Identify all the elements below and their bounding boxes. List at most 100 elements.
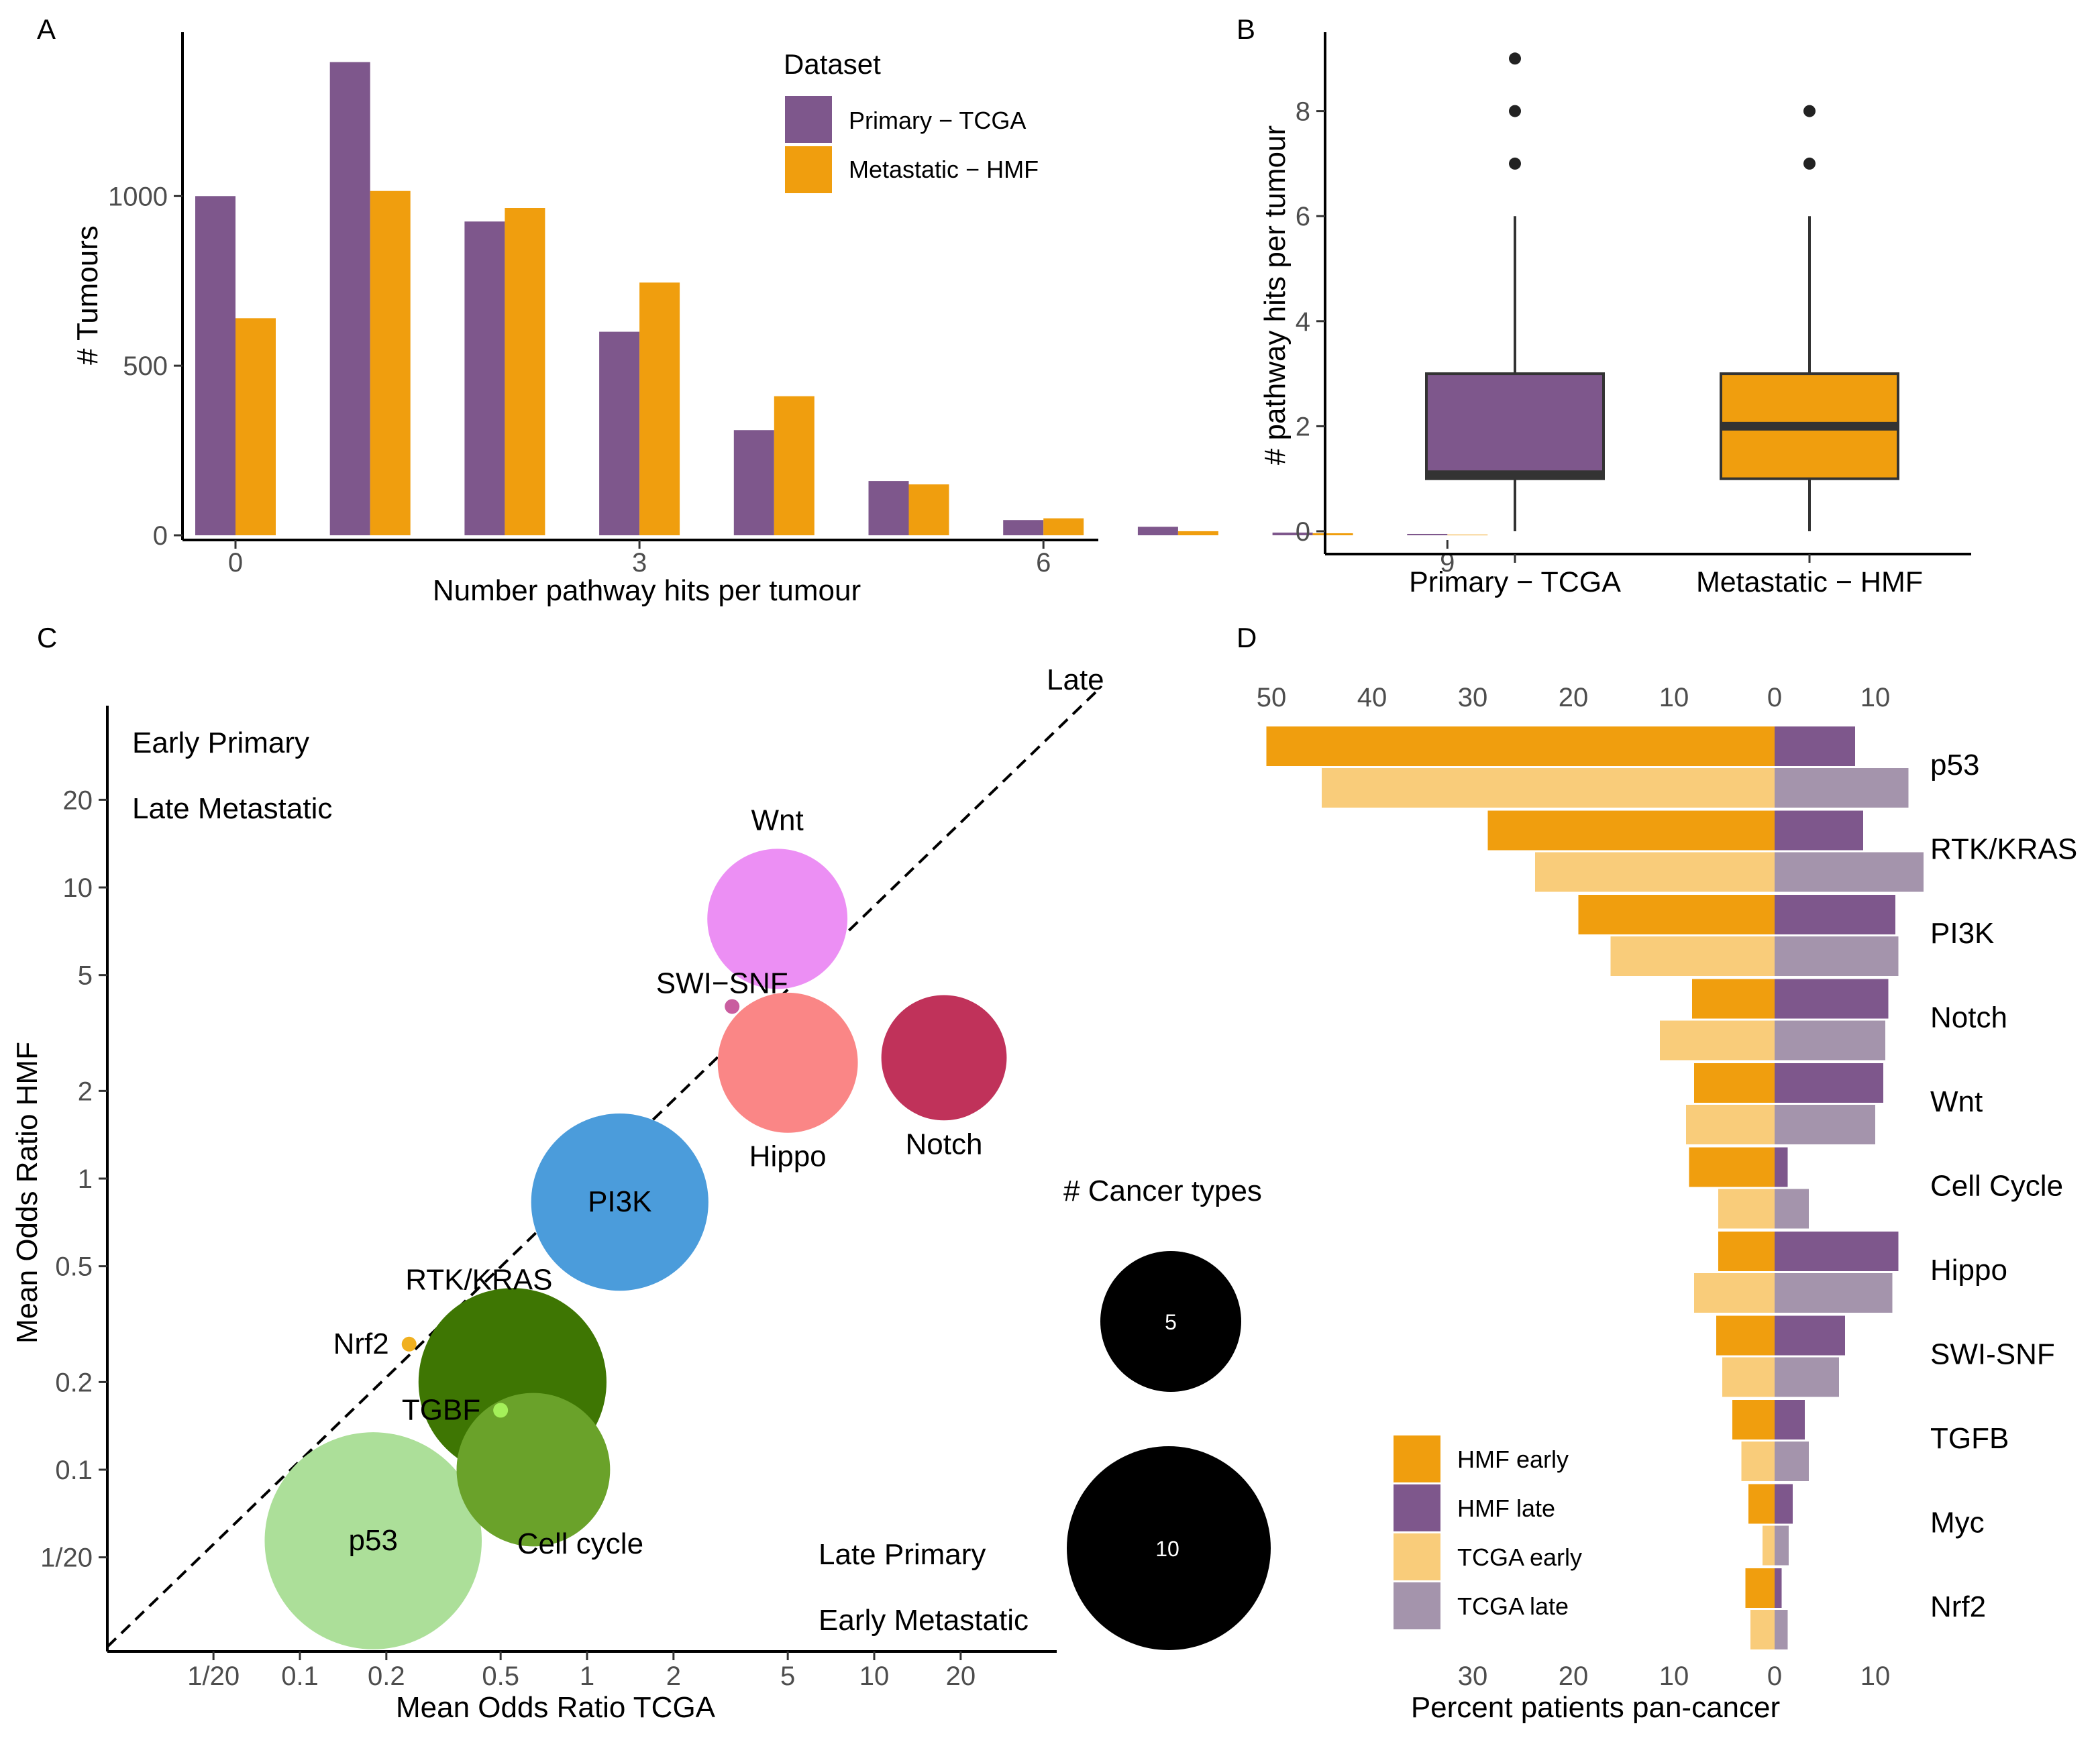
- d-bar-tcga-late-hippo: [1775, 1273, 1893, 1313]
- d-bar-tcga-early-pi3k: [1610, 936, 1775, 976]
- a-legend-swatch-metastatic: [785, 146, 832, 193]
- d-bar-hmf-early-swi-snf: [1716, 1315, 1775, 1356]
- c-corner-early-metastatic: Early Metastatic: [819, 1604, 1029, 1637]
- c-bubble-wnt: [707, 849, 848, 989]
- a-bar-metastatic-hmf-5: [908, 484, 949, 535]
- d-bar-hmf-late-tgfb: [1775, 1400, 1805, 1440]
- c-bubble-pi3k: [531, 1114, 708, 1291]
- c-bubble-p53: [264, 1432, 482, 1649]
- a-y-tick-label: 0: [153, 521, 168, 551]
- d-bar-tcga-early-wnt: [1686, 1105, 1775, 1144]
- d-bar-hmf-late-notch: [1775, 979, 1889, 1019]
- d-bar-tcga-early-myc: [1763, 1525, 1775, 1566]
- c-label-hippo: Hippo: [749, 1140, 827, 1173]
- c-label-nrf2: Nrf2: [333, 1327, 389, 1360]
- c-y-tick-label: 1: [78, 1164, 93, 1194]
- c-label-tgbf: TGBF: [402, 1393, 480, 1426]
- a-legend-title: Dataset: [784, 48, 881, 80]
- b-y-tick-label: 8: [1296, 97, 1310, 127]
- a-bar-metastatic-hmf-3: [639, 282, 680, 535]
- c-y-tick-label: 10: [63, 873, 93, 903]
- d-bottom-tick-label: 30: [1458, 1662, 1488, 1691]
- d-bar-hmf-late-myc: [1775, 1484, 1793, 1524]
- d-bar-tcga-late-pi3k: [1775, 936, 1899, 976]
- c-x-tick-label: 1: [580, 1662, 594, 1691]
- d-bar-hmf-early-p53: [1266, 726, 1775, 766]
- d-top-tick-label: 10: [1659, 683, 1689, 712]
- d-bar-tcga-late-cell-cycle: [1775, 1189, 1809, 1229]
- d-bar-hmf-early-wnt: [1694, 1063, 1775, 1103]
- a-legend-label-metastatic: Metastatic − HMF: [849, 156, 1039, 183]
- c-size-legend-label-5: 5: [1165, 1310, 1177, 1334]
- b-y-tick-label: 0: [1296, 517, 1310, 547]
- d-legend-label-tcga-late: TCGA late: [1457, 1592, 1569, 1620]
- d-bar-hmf-early-cell-cycle: [1689, 1147, 1775, 1187]
- b-box-primary-tcga: [1425, 372, 1605, 480]
- a-bar-metastatic-hmf-8: [1312, 533, 1353, 535]
- d-bar-tcga-late-p53: [1775, 768, 1909, 808]
- c-x-tick-label: 2: [666, 1662, 681, 1691]
- panel-letter-d: D: [1237, 622, 1257, 653]
- d-category-label: TGFB: [1930, 1422, 2009, 1455]
- d-bottom-tick-label: 10: [1659, 1662, 1689, 1691]
- d-bar-tcga-early-nrf2: [1750, 1610, 1775, 1649]
- panel-c-bubble-scatter: Late Early Primary Late Metastatic Late …: [11, 663, 1271, 1724]
- d-bar-hmf-late-wnt: [1775, 1063, 1883, 1103]
- d-legend-label-hmf-early: HMF early: [1457, 1446, 1569, 1473]
- b-x-tick-label: Primary − TCGA: [1409, 566, 1621, 598]
- c-corner-late-primary: Late Primary: [819, 1538, 986, 1571]
- c-bubble-tgbf: [493, 1403, 509, 1418]
- b-outlier-primary-tcga: [1509, 105, 1521, 117]
- d-legend-swatch-tcga-early: [1394, 1533, 1440, 1580]
- panel-letter-b: B: [1237, 13, 1255, 45]
- c-x-tick-label: 0.5: [482, 1662, 519, 1691]
- c-label-notch: Notch: [906, 1128, 983, 1160]
- a-bar-metastatic-hmf-2: [505, 207, 545, 535]
- c-x-tick-label: 10: [859, 1662, 890, 1691]
- a-bar-primary-tcga-0: [195, 196, 235, 535]
- d-category-label: Nrf2: [1930, 1590, 1986, 1623]
- c-x-axis-title: Mean Odds Ratio TCGA: [396, 1691, 716, 1724]
- d-top-tick-label: 30: [1458, 683, 1488, 712]
- b-outlier-metastatic-hmf: [1803, 105, 1816, 117]
- d-bar-tcga-late-wnt: [1775, 1105, 1875, 1144]
- d-bar-tcga-late-myc: [1775, 1525, 1789, 1566]
- d-legend-swatch-hmf-late: [1394, 1484, 1440, 1531]
- d-bar-hmf-early-myc: [1748, 1484, 1775, 1524]
- d-bar-hmf-late-cell-cycle: [1775, 1147, 1788, 1187]
- d-bar-tcga-early-notch: [1660, 1020, 1775, 1061]
- c-x-tick-label: 5: [780, 1662, 795, 1691]
- d-category-label: Cell Cycle: [1930, 1170, 2063, 1203]
- a-bar-primary-tcga-4: [733, 430, 774, 535]
- c-bubble-nrf2: [401, 1336, 417, 1352]
- a-y-axis-title: # Tumours: [71, 225, 104, 365]
- a-bar-metastatic-hmf-4: [774, 396, 815, 535]
- d-bar-tcga-early-swi-snf: [1722, 1357, 1775, 1397]
- panel-letter-a: A: [37, 13, 56, 45]
- d-bar-hmf-late-nrf2: [1775, 1568, 1782, 1608]
- d-top-tick-label: 0: [1767, 683, 1782, 712]
- c-label-swi-snf: SWI−SNF: [656, 967, 788, 999]
- a-bar-primary-tcga-9: [1407, 533, 1448, 535]
- c-size-legend-circle-10: [1067, 1446, 1271, 1650]
- c-bubble-hippo: [717, 992, 858, 1133]
- d-category-label: Myc: [1930, 1507, 1985, 1539]
- d-bar-tcga-late-nrf2: [1775, 1610, 1788, 1649]
- a-y-tick-label: 1000: [108, 182, 168, 211]
- c-size-legend-title: # Cancer types: [1063, 1175, 1262, 1207]
- d-bar-hmf-late-swi-snf: [1775, 1315, 1845, 1356]
- c-x-tick-label: 1/20: [187, 1662, 240, 1691]
- d-bar-tcga-early-rtk-kras: [1535, 852, 1775, 892]
- d-legend-swatch-tcga-late: [1394, 1582, 1440, 1629]
- c-bubble-swi-snf: [725, 999, 740, 1014]
- c-bubble-notch: [881, 995, 1007, 1121]
- d-bar-tcga-early-tgfb: [1741, 1442, 1775, 1481]
- d-category-label: RTK/KRAS: [1930, 833, 2077, 866]
- d-bar-hmf-late-p53: [1775, 726, 1855, 766]
- d-bar-tcga-late-notch: [1775, 1020, 1885, 1061]
- d-top-tick-label: 50: [1257, 683, 1287, 712]
- c-x-tick-label: 20: [946, 1662, 976, 1691]
- panel-letter-c: C: [37, 622, 57, 653]
- panel-b-boxplot: Primary − TCGA Metastatic − HMF 0 2 4 6 8 # pa…: [1259, 32, 1971, 598]
